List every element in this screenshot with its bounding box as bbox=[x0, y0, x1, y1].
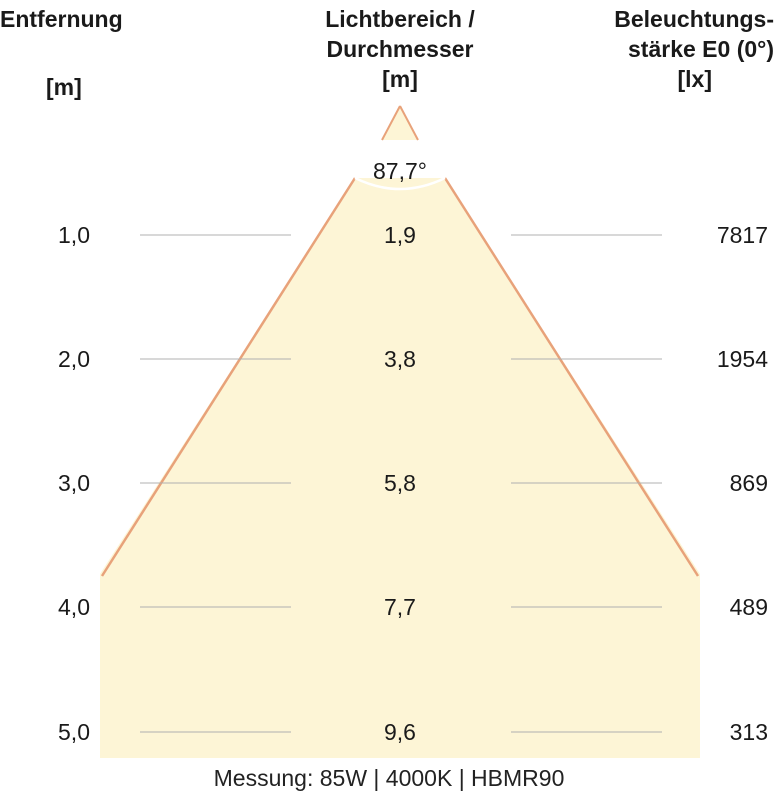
diameter-header-unit: [m] bbox=[382, 66, 418, 92]
distance-value: 2,0 bbox=[58, 346, 90, 372]
diameter-value: 3,8 bbox=[384, 346, 416, 372]
distance-header: Entfernung [m] bbox=[0, 4, 140, 102]
diameter-header: Lichtbereich / Durchmesser [m] bbox=[289, 4, 511, 94]
angle-arc bbox=[354, 176, 446, 191]
illuminance-header-line1: Beleuchtungs- bbox=[614, 6, 774, 32]
illuminance-value: 313 bbox=[729, 719, 768, 745]
illuminance-value: 869 bbox=[729, 470, 768, 496]
diameter-value: 7,7 bbox=[384, 594, 416, 620]
distance-header-title: Entfernung bbox=[0, 6, 123, 32]
illuminance-value: 489 bbox=[729, 594, 768, 620]
diameter-header-line2: Durchmesser bbox=[326, 36, 474, 62]
distance-value: 4,0 bbox=[58, 594, 90, 620]
diameter-value: 5,8 bbox=[384, 470, 416, 496]
beam-angle-label: 87,7° bbox=[373, 158, 427, 184]
distance-value: 5,0 bbox=[58, 719, 90, 745]
measurement-footer: Messung: 85W | 4000K | HBMR90 bbox=[213, 765, 565, 791]
distance-header-unit: [m] bbox=[46, 74, 82, 100]
illuminance-header-unit: [lx] bbox=[677, 66, 713, 92]
illuminance-value: 1954 bbox=[716, 346, 768, 372]
illuminance-header-line2: stärke E0 (0°) bbox=[628, 36, 774, 62]
apex-edge-right bbox=[399, 105, 419, 141]
diameter-header-line1: Lichtbereich / bbox=[325, 6, 475, 32]
cone-edge-left bbox=[100, 177, 357, 577]
illuminance-header: Beleuchtungs- stärke E0 (0°) [lx] bbox=[560, 4, 774, 94]
distance-value: 1,0 bbox=[58, 222, 90, 248]
apex-edge-left bbox=[381, 105, 401, 141]
row-guide-lines bbox=[140, 234, 662, 733]
cone-edge-right bbox=[443, 177, 700, 577]
distance-value: 3,0 bbox=[58, 470, 90, 496]
illuminance-value: 7817 bbox=[716, 222, 768, 248]
cone-apex bbox=[382, 106, 418, 140]
light-area bbox=[100, 178, 700, 758]
diameter-value: 1,9 bbox=[384, 222, 416, 248]
diameter-value: 9,6 bbox=[384, 719, 416, 745]
